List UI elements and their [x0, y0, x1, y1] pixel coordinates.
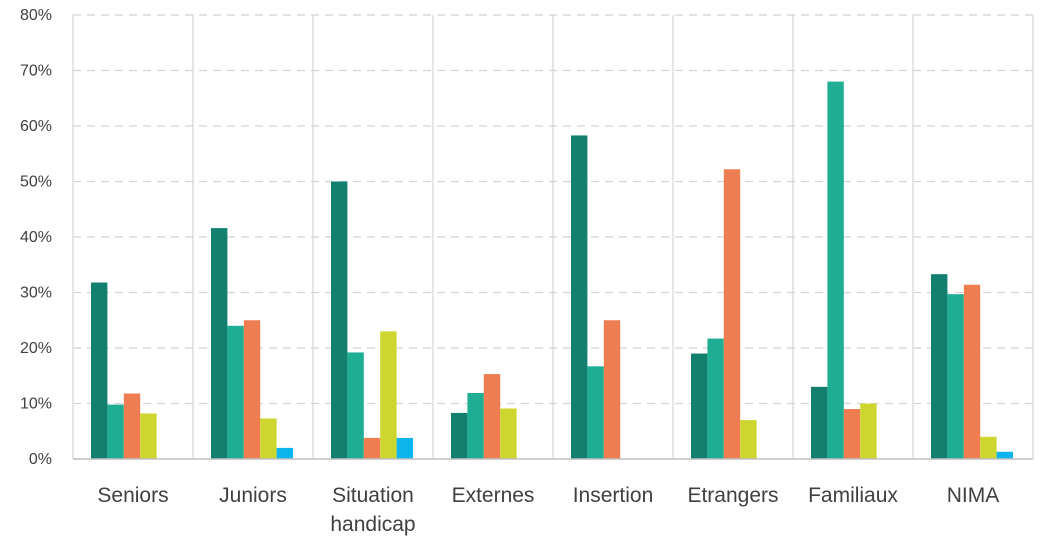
- bar: [276, 447, 293, 459]
- x-category-label: handicap: [330, 513, 415, 536]
- bar: [91, 282, 108, 459]
- x-category-label: Externes: [452, 484, 535, 507]
- bar: [963, 284, 981, 459]
- bar: [691, 353, 708, 459]
- bar: [123, 393, 141, 459]
- x-category-label: Seniors: [97, 484, 168, 507]
- bar: [587, 366, 604, 459]
- bar: [707, 338, 724, 459]
- bar: [243, 320, 261, 459]
- y-tick-label: 60%: [20, 118, 52, 135]
- x-category-label: Juniors: [219, 484, 287, 507]
- bar: [483, 374, 501, 459]
- y-tick-label: 40%: [20, 229, 52, 246]
- bar: [227, 325, 244, 459]
- bar: [260, 418, 277, 459]
- bar: [740, 420, 757, 459]
- x-category-label: Etrangers: [687, 484, 778, 507]
- y-tick-label: 0%: [29, 451, 52, 468]
- bar: [723, 169, 741, 460]
- grid-lines: [72, 14, 1034, 459]
- bar: [363, 437, 381, 459]
- bar: [396, 437, 413, 459]
- bar: [500, 408, 517, 459]
- bar: [107, 404, 124, 459]
- bar: [603, 320, 621, 459]
- bar: [331, 181, 348, 459]
- bar: [211, 228, 228, 459]
- y-tick-label: 80%: [20, 7, 52, 24]
- y-tick-label: 20%: [20, 340, 52, 357]
- bar: [996, 451, 1013, 459]
- bar: [347, 352, 364, 459]
- x-category-label: NIMA: [947, 484, 1000, 507]
- bar: [827, 81, 844, 459]
- bar: [140, 413, 157, 459]
- bar: [571, 135, 588, 459]
- y-tick-label: 10%: [20, 396, 52, 413]
- bar: [811, 386, 828, 459]
- x-category-label: Familiaux: [808, 484, 898, 507]
- x-category-label: Situation: [332, 484, 414, 507]
- bar: [380, 331, 397, 459]
- bar: [843, 409, 861, 459]
- bars: [91, 81, 1013, 460]
- y-tick-label: 70%: [20, 63, 52, 80]
- bar: [451, 412, 468, 459]
- bar: [947, 294, 964, 459]
- x-category-label: Insertion: [573, 484, 654, 507]
- bar: [467, 392, 484, 459]
- y-tick-label: 30%: [20, 285, 52, 302]
- y-tick-label: 50%: [20, 174, 52, 191]
- bar: [860, 403, 877, 459]
- bar: [980, 436, 997, 459]
- labels: 0% 10% 20% 30% 40% 50% 60% 70% 80% Seniors Juniors…: [20, 7, 999, 536]
- bar: [931, 274, 948, 459]
